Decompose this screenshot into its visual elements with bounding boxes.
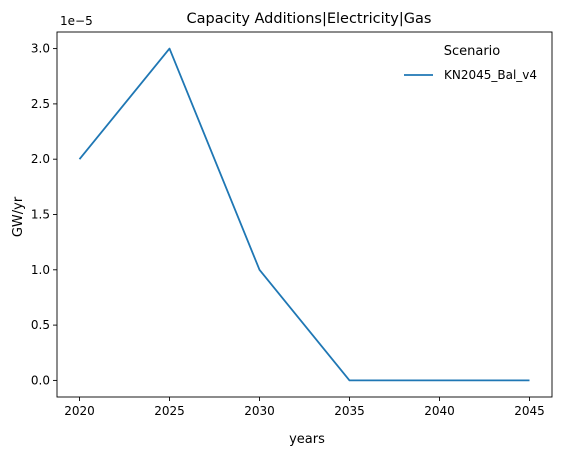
y-tick-label: 0.5 — [31, 318, 50, 332]
y-tick-label: 2.0 — [31, 152, 50, 166]
chart-title: Capacity Additions|Electricity|Gas — [187, 11, 432, 27]
series-lines — [78, 47, 530, 382]
plot-area — [56, 31, 553, 398]
x-axis-ticks: 2020 2025 2030 2035 2040 2045 — [64, 397, 545, 418]
legend: Scenario KN2045_Bal_v4 — [404, 44, 537, 82]
legend-title: Scenario — [444, 44, 501, 59]
x-axis-label: years — [289, 432, 325, 447]
y-tick-label: 1.0 — [31, 263, 50, 277]
y-axis-ticks: 0.0 0.5 1.0 1.5 2.0 2.5 3.0 — [31, 42, 57, 387]
y-tick-label: 1.5 — [31, 208, 50, 222]
y-offset-label: 1e−5 — [60, 14, 93, 28]
plot-frame — [56, 31, 553, 398]
x-tick-label: 2045 — [514, 404, 545, 418]
y-tick-label: 0.0 — [31, 373, 50, 387]
series-line-KN2045_Bal_v4 — [78, 47, 530, 382]
y-axis-label: GW/yr — [11, 196, 26, 237]
legend-entry-label: KN2045_Bal_v4 — [444, 68, 537, 82]
x-tick-label: 2040 — [424, 404, 455, 418]
x-tick-label: 2020 — [64, 404, 95, 418]
y-tick-label: 3.0 — [31, 42, 50, 56]
x-tick-label: 2035 — [334, 404, 365, 418]
x-tick-label: 2025 — [154, 404, 185, 418]
y-tick-label: 2.5 — [31, 97, 50, 111]
x-tick-label: 2030 — [244, 404, 275, 418]
